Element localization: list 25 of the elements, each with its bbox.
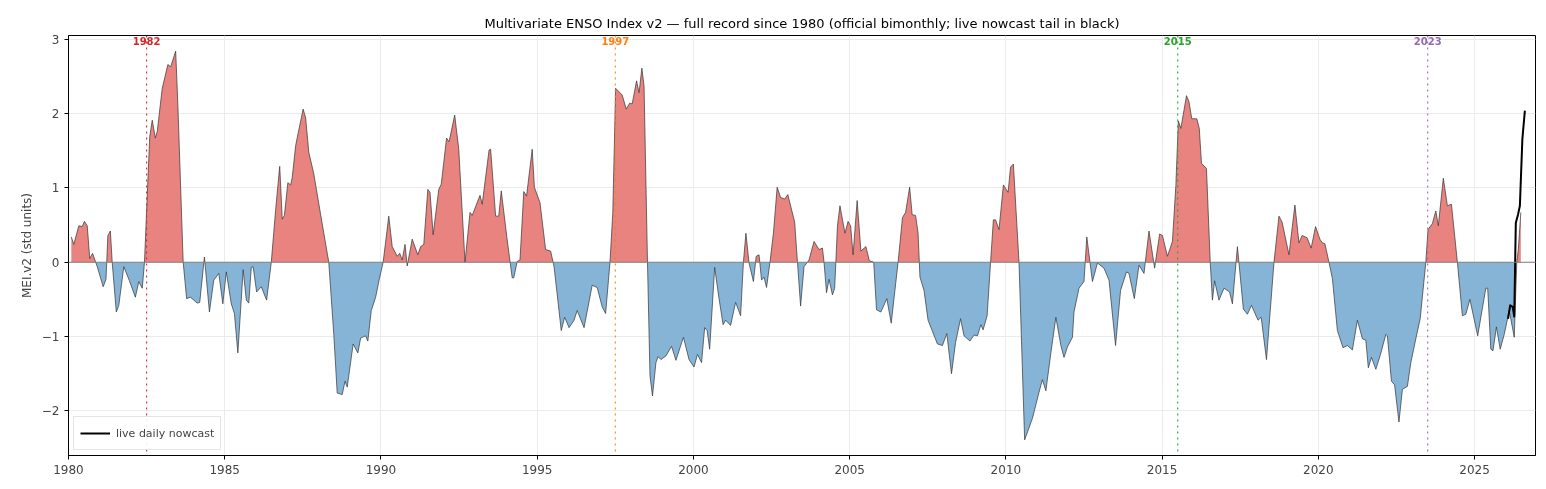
y-tick-label: −1 [41, 330, 60, 345]
x-tick-label: 2000 [678, 462, 709, 477]
line-series [1507, 109, 1526, 320]
x-tick-label: 1995 [521, 462, 553, 477]
x-tick-label: 2020 [1303, 462, 1334, 477]
x-tick-label: 2010 [990, 462, 1022, 477]
y-tick-label: 3 [51, 32, 60, 47]
y-tick-label: 0 [51, 255, 60, 270]
x-tick-label: 1985 [209, 462, 241, 477]
ref-line-label: 2023 [1413, 35, 1442, 47]
y-axis-title: MEI.v2 (std units) [19, 192, 34, 299]
legend-label: live daily nowcast [116, 426, 215, 440]
y-tick-label: 1 [51, 181, 60, 196]
ref-line-label: 1997 [601, 35, 630, 47]
x-tick-label: 2005 [834, 462, 865, 477]
line-series [70, 50, 1522, 441]
x-tick-label: 1990 [365, 462, 397, 477]
chart-title: Multivariate ENSO Index v2 — full record since 1980 (official bimonthly; live nowcast tail in black) [484, 15, 1120, 31]
y-tick-label: −2 [41, 404, 60, 419]
x-tick-label: 1980 [53, 462, 84, 477]
y-tick-label: 2 [51, 107, 60, 122]
x-tick-label: 2015 [1146, 462, 1178, 477]
ref-line-label: 1982 [132, 35, 161, 47]
ref-line-label: 2015 [1163, 35, 1192, 47]
x-tick-label: 2025 [1459, 462, 1490, 477]
